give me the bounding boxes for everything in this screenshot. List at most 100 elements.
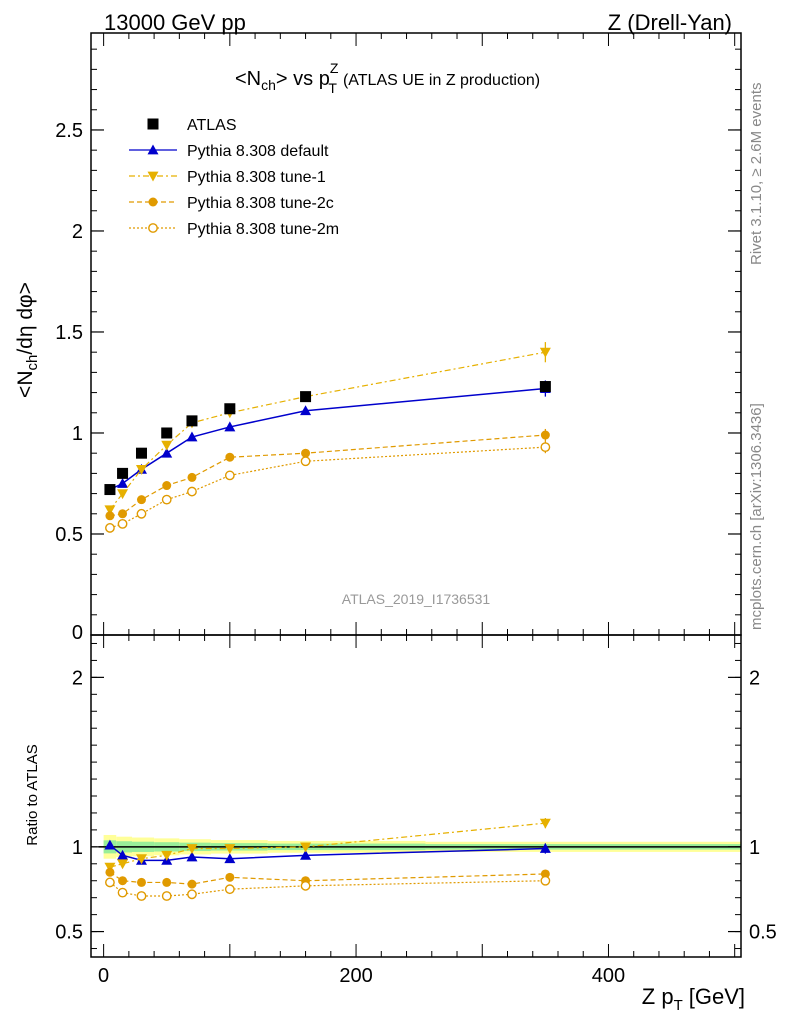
legend-entry-1: Pythia 8.308 default — [129, 143, 329, 160]
data-point — [117, 467, 129, 479]
legend-marker — [147, 171, 159, 182]
legend-marker — [148, 197, 158, 207]
series-ratio-line — [109, 880, 546, 897]
ratio-point — [104, 862, 116, 873]
ratio-point — [187, 879, 197, 889]
x-axis-label: Z pT [GeV] — [642, 984, 745, 1014]
legend-entry-2: Pythia 8.308 tune-1 — [129, 169, 326, 186]
x-tick-label: 400 — [592, 965, 625, 987]
plot-title: <Nch> vs pZ T (ATLAS UE in Z production) — [235, 60, 540, 96]
series-point — [225, 452, 235, 462]
series-2-main — [105, 428, 550, 521]
series-point — [161, 494, 172, 505]
series-point — [301, 448, 311, 458]
ratio-point — [300, 880, 311, 891]
ratio-tick-label-right: 1 — [749, 837, 760, 859]
series-point — [104, 505, 116, 516]
legend-marker — [148, 223, 158, 233]
series-2-ratio — [105, 867, 550, 889]
ratio-point — [162, 877, 172, 887]
series-point — [135, 464, 147, 475]
legend-entry-4: Pythia 8.308 tune-2m — [129, 221, 339, 238]
series-point — [161, 447, 173, 458]
ratio-point — [117, 859, 129, 870]
series-point — [117, 518, 128, 529]
ratio-point — [104, 839, 116, 850]
data-point — [300, 391, 312, 403]
ratio-point — [105, 867, 115, 877]
legend-entry-3: Pythia 8.308 tune-2c — [129, 195, 334, 212]
series-point — [105, 523, 115, 533]
legend-marker — [147, 144, 159, 155]
series-point — [540, 430, 550, 440]
header-right: Z (Drell-Yan) — [608, 10, 732, 35]
ratio-point — [186, 844, 198, 855]
series-ratio-line — [109, 871, 546, 885]
y-tick-label: 1.5 — [55, 322, 83, 344]
series-0-ratio — [104, 839, 551, 865]
ratio-tick-label-right: 0.5 — [749, 922, 777, 944]
series-point — [136, 495, 146, 505]
ratio-point — [540, 875, 551, 886]
ratio-point — [187, 889, 197, 900]
ratio-point — [117, 849, 129, 860]
ratio-point — [224, 844, 236, 855]
series-point — [161, 440, 173, 451]
rivet-version-label: Rivet 3.1.10, ≥ 2.6M events — [748, 83, 765, 266]
series-point — [186, 431, 198, 442]
series-line — [109, 387, 546, 491]
ratio-point — [300, 849, 312, 860]
series-point — [224, 470, 235, 481]
ratio-point — [117, 887, 128, 898]
y-tick-label: 0.5 — [55, 524, 83, 546]
series-point — [540, 442, 551, 453]
series-point — [539, 347, 551, 358]
ratio-point — [224, 853, 236, 864]
ratio-y-axis-label: Ratio to ATLAS — [24, 744, 41, 845]
ratio-point — [225, 872, 235, 882]
ratio-point — [118, 876, 128, 886]
header-left: 13000 GeV pp — [104, 10, 246, 35]
legend-marker — [147, 118, 159, 130]
ratio-point — [300, 842, 312, 853]
atlas-data — [104, 381, 551, 496]
ratio-tick-label-left: 1 — [72, 837, 83, 859]
legend: ATLAS Pythia 8.308 default Pythia 8.308 tu… — [129, 117, 339, 238]
legend-entry-0: ATLAS — [147, 117, 237, 134]
series-point — [187, 486, 197, 497]
series-point — [187, 472, 197, 482]
series-1-ratio — [104, 818, 551, 873]
series-line — [109, 446, 546, 529]
ratio-point — [224, 884, 235, 895]
data-point — [161, 427, 173, 439]
data-point — [135, 447, 147, 459]
series-point — [300, 456, 311, 467]
legend-label: Pythia 8.308 default — [187, 143, 329, 160]
series-3-ratio — [105, 875, 551, 901]
ratio-point — [539, 818, 551, 829]
y-tick-label: 0 — [72, 622, 83, 644]
series-point — [117, 477, 129, 488]
ratio-point — [186, 851, 198, 862]
legend-label: Pythia 8.308 tune-2m — [187, 221, 339, 238]
ratio-point — [539, 843, 551, 853]
legend-label: Pythia 8.308 tune-1 — [187, 169, 326, 186]
series-point — [224, 421, 236, 432]
series-point — [118, 509, 128, 519]
series-point — [300, 405, 312, 416]
ratio-point — [136, 877, 146, 887]
series-point — [136, 508, 147, 519]
ratio-frame — [90, 634, 742, 958]
legend-label: Pythia 8.308 tune-2c — [187, 195, 334, 212]
series-3-main — [105, 441, 551, 533]
x-tick-label: 0 — [98, 965, 109, 987]
data-point — [104, 484, 116, 496]
series-point — [162, 481, 172, 491]
series-line — [109, 351, 546, 511]
y-axis-label: <Nch/dη dφ> — [14, 282, 41, 398]
y-tick-label: 2 — [72, 221, 83, 243]
ratio-tick-label-right: 2 — [749, 667, 760, 689]
ratio-panel: 0.5 0.5 1 1 2 2 0 200 400 — [55, 634, 777, 987]
main-panel: 0.5 1 1.5 2 2.5 0 — [55, 32, 742, 644]
